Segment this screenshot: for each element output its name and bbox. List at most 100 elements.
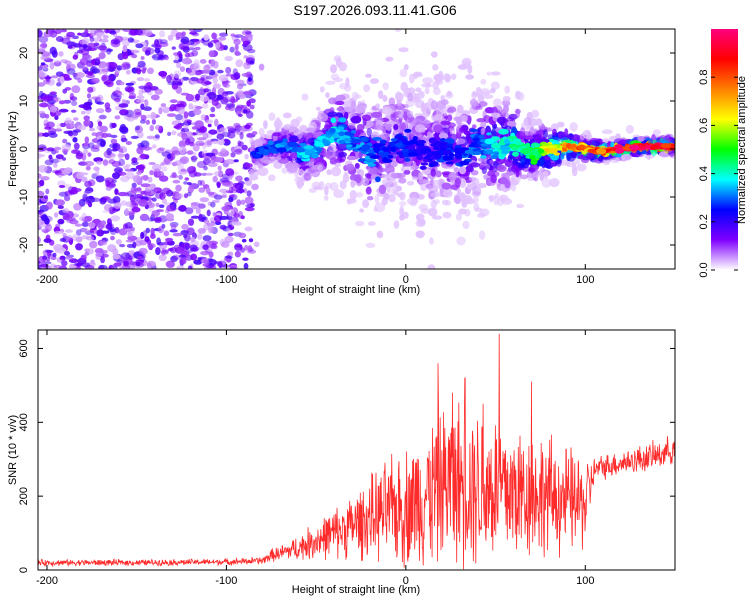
heatmap-cell (245, 31, 252, 35)
heatmap-cell (493, 195, 500, 206)
heatmap-cell (396, 99, 402, 107)
heatmap-cell (104, 102, 111, 110)
heatmap-cell (184, 207, 194, 215)
heatmap-cell (82, 37, 90, 45)
heatmap-cell (393, 220, 400, 229)
heatmap-cell (85, 195, 96, 203)
heatmap-cell (220, 97, 229, 105)
heatmap-cell (441, 182, 452, 190)
heatmap-cell (173, 198, 178, 205)
heatmap-cell (102, 159, 109, 166)
heatmap-cell (478, 93, 483, 98)
heatmap-cell (210, 59, 216, 67)
heatmap-cell (38, 173, 42, 178)
heatmap-cell (50, 75, 59, 79)
heatmap-cell (288, 135, 299, 143)
heatmap-cell (515, 168, 520, 178)
heatmap-cell (144, 236, 150, 243)
heatmap-cell (327, 144, 338, 153)
x-tick-label: -200 (36, 274, 58, 286)
heatmap-cell (248, 238, 254, 243)
heatmap-cell (207, 123, 212, 128)
heatmap-cell (131, 206, 141, 213)
heatmap-cell (105, 223, 112, 230)
heatmap-cell (330, 117, 337, 124)
heatmap-cell (512, 151, 520, 157)
heatmap-cell (145, 119, 150, 125)
heatmap-cell (490, 112, 501, 118)
heatmap-cell (52, 169, 62, 174)
heatmap-cell (395, 142, 402, 148)
heatmap-cell (136, 170, 142, 176)
heatmap-cell (433, 132, 439, 139)
heatmap-cell (80, 32, 90, 38)
heatmap-cell (430, 192, 441, 198)
heatmap-cell (299, 143, 307, 147)
heatmap-cell (531, 142, 540, 148)
heatmap-cell (52, 252, 57, 258)
heatmap-cell (142, 67, 147, 71)
heatmap-cell (490, 71, 501, 76)
heatmap-cell (550, 123, 559, 132)
heatmap-cell (373, 124, 384, 131)
heatmap-cell (46, 147, 55, 152)
heatmap-cell (490, 81, 500, 90)
heatmap-cell (244, 207, 255, 212)
heatmap-cell (167, 153, 172, 160)
heatmap-cell (49, 91, 57, 95)
heatmap-cell (132, 175, 141, 183)
heatmap-cell (175, 32, 184, 39)
heatmap-cell (378, 167, 386, 173)
heatmap-cell (113, 202, 122, 210)
heatmap-cell (244, 34, 253, 42)
heatmap-cell (136, 77, 145, 82)
heatmap-cell (235, 59, 244, 68)
heatmap-cell (158, 204, 165, 208)
heatmap-cell (433, 144, 439, 151)
heatmap-cell (419, 145, 427, 149)
heatmap-cell (344, 84, 352, 92)
heatmap-cell (242, 40, 250, 46)
heatmap-cell (54, 59, 60, 63)
heatmap-cell (82, 104, 87, 109)
heatmap-cell (161, 223, 166, 229)
heatmap-cell (114, 227, 120, 234)
heatmap-cell (418, 148, 429, 154)
heatmap-cell (469, 128, 478, 133)
heatmap-cell (115, 239, 122, 245)
heatmap-cell (417, 139, 426, 145)
heatmap-cell (502, 96, 511, 102)
heatmap-cell (38, 110, 46, 115)
heatmap-cell (184, 52, 191, 58)
heatmap-cell (138, 199, 149, 207)
heatmap-cell (359, 136, 369, 143)
heatmap-cell (178, 204, 187, 212)
heatmap-cell (406, 180, 415, 186)
heatmap-cell (38, 29, 43, 38)
heatmap-cell (388, 194, 396, 203)
heatmap-cell (43, 132, 50, 137)
heatmap-cell (204, 172, 214, 176)
heatmap-cell (204, 139, 213, 148)
heatmap-cell (235, 79, 245, 84)
heatmap-cell (548, 148, 558, 154)
heatmap-cell (202, 244, 209, 251)
heatmap-cell (415, 87, 422, 93)
heatmap-cell (253, 241, 260, 248)
heatmap-cell (542, 129, 548, 139)
heatmap-cell (342, 138, 352, 142)
heatmap-cell (354, 220, 365, 227)
heatmap-cell (483, 115, 491, 123)
heatmap-cell (515, 90, 521, 100)
heatmap-cell (221, 264, 230, 269)
heatmap-cell (601, 129, 613, 135)
heatmap-cell (131, 161, 139, 166)
heatmap-cell (57, 205, 64, 209)
heatmap-cell (234, 50, 240, 56)
heatmap-cell (472, 186, 482, 196)
heatmap-cell (110, 229, 117, 236)
heatmap-cell (376, 230, 384, 239)
heatmap-cell (194, 46, 201, 51)
heatmap-cell (139, 213, 149, 222)
heatmap-cell (39, 90, 44, 99)
